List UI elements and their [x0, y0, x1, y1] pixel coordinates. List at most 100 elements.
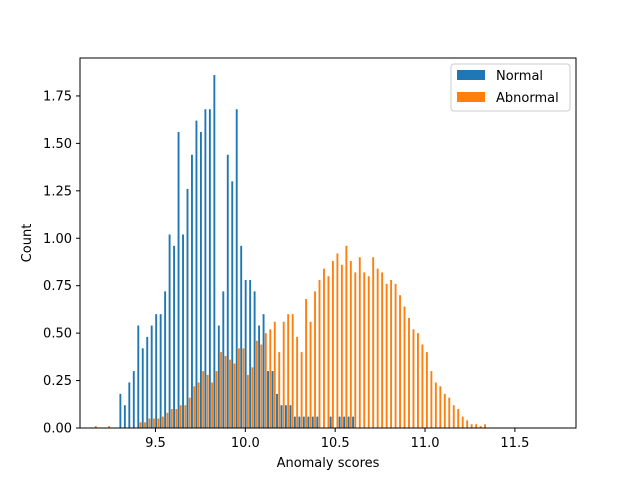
bar-abnormal	[148, 418, 151, 428]
bar-normal	[262, 314, 265, 428]
bar-normal	[208, 109, 211, 428]
bar-abnormal	[421, 344, 424, 428]
bar-normal	[280, 405, 283, 428]
bar-abnormal	[363, 272, 366, 428]
x-tick-label: 10.5	[321, 436, 350, 451]
bar-abnormal	[166, 412, 169, 428]
bar-abnormal	[255, 340, 258, 428]
bar-abnormal	[457, 409, 460, 428]
bar-abnormal	[144, 422, 146, 428]
bar-abnormal	[296, 336, 299, 428]
bar-abnormal	[354, 272, 357, 428]
x-axis-ticks: 9.5 10.0 10.5 11.0 11.5	[145, 428, 529, 451]
bar-normal	[217, 325, 220, 428]
bar-abnormal	[385, 283, 388, 428]
bar-normal	[146, 336, 149, 428]
bar-abnormal	[184, 405, 187, 428]
bar-normal	[343, 416, 346, 428]
legend-swatch-normal	[457, 70, 485, 80]
bar-abnormal	[381, 272, 384, 428]
bar-abnormal	[466, 420, 469, 428]
bar-abnormal	[434, 382, 437, 428]
bar-normal	[195, 120, 198, 429]
y-tick-label: 0.00	[43, 422, 72, 437]
bar-normal	[244, 280, 247, 428]
bar-normal	[199, 132, 202, 428]
x-tick-label: 11.0	[411, 436, 440, 451]
bar-normal	[186, 188, 189, 428]
bar-abnormal	[108, 426, 111, 428]
bar-abnormal	[430, 371, 433, 428]
bar-abnormal	[269, 329, 272, 428]
bar-abnormal	[331, 261, 334, 428]
bar-abnormal	[238, 348, 240, 428]
bar-normal	[191, 154, 193, 428]
bar-abnormal	[193, 386, 196, 428]
legend-swatch-abnormal	[457, 92, 485, 102]
bar-normal	[141, 348, 144, 428]
bar-abnormal	[323, 268, 325, 428]
bar-abnormal	[139, 422, 142, 428]
bar-normal	[222, 291, 225, 428]
bar-abnormal	[206, 374, 209, 428]
bar-abnormal	[211, 382, 214, 428]
bar-abnormal	[439, 386, 442, 428]
bar-normal	[329, 416, 332, 428]
bar-normal	[168, 234, 171, 428]
bar-abnormal	[179, 405, 182, 428]
bar-abnormal	[224, 355, 227, 428]
bar-normal	[302, 416, 305, 428]
x-axis-label: Anomaly scores	[277, 456, 380, 471]
bar-abnormal	[367, 276, 370, 428]
bar-normal	[311, 416, 314, 428]
bar-abnormal	[479, 426, 482, 428]
bar-abnormal	[152, 418, 155, 428]
bar-abnormal	[287, 314, 290, 428]
bar-abnormal	[425, 352, 428, 428]
bar-normal	[249, 280, 252, 428]
x-tick-label: 9.5	[145, 436, 166, 451]
y-tick-label: 1.75	[43, 89, 72, 104]
bar-abnormal	[314, 291, 316, 428]
bar-normal	[338, 416, 341, 428]
y-tick-label: 0.50	[43, 327, 72, 342]
bar-normal	[231, 181, 234, 428]
bar-abnormal	[399, 295, 401, 428]
bar-normal	[293, 416, 296, 428]
bar-abnormal	[358, 257, 361, 428]
bar-abnormal	[242, 348, 245, 428]
x-tick-label: 11.5	[500, 436, 529, 451]
bar-abnormal	[390, 280, 393, 428]
bar-abnormal	[220, 352, 222, 428]
bar-abnormal	[336, 253, 339, 428]
legend-label-normal: Normal	[496, 69, 543, 84]
bar-abnormal	[448, 397, 451, 428]
bar-normal	[123, 405, 126, 428]
bar-abnormal	[170, 409, 173, 428]
bar-abnormal	[215, 371, 218, 428]
y-tick-label: 1.50	[43, 137, 72, 152]
bar-abnormal	[412, 329, 415, 428]
bar-normal	[132, 371, 135, 428]
bar-normal	[173, 245, 176, 428]
bar-normal	[213, 75, 216, 428]
bar-abnormal	[300, 352, 303, 428]
legend: Normal Abnormal	[450, 63, 571, 112]
bar-abnormal	[197, 382, 200, 428]
bar-abnormal	[246, 374, 249, 428]
bar-abnormal	[278, 352, 281, 428]
legend-label-abnormal: Abnormal	[496, 91, 559, 106]
bar-normal	[164, 291, 167, 428]
bar-abnormal	[408, 317, 410, 428]
bar-normal	[155, 314, 158, 428]
bar-abnormal	[349, 261, 352, 428]
bar-normal	[352, 416, 355, 428]
bar-abnormal	[475, 424, 478, 428]
x-tick-label: 10.0	[231, 436, 260, 451]
bar-normal	[289, 405, 292, 428]
bar-abnormal	[309, 321, 312, 428]
bar-abnormal	[318, 280, 321, 428]
bars-layer	[94, 75, 487, 429]
bar-normal	[177, 132, 180, 428]
